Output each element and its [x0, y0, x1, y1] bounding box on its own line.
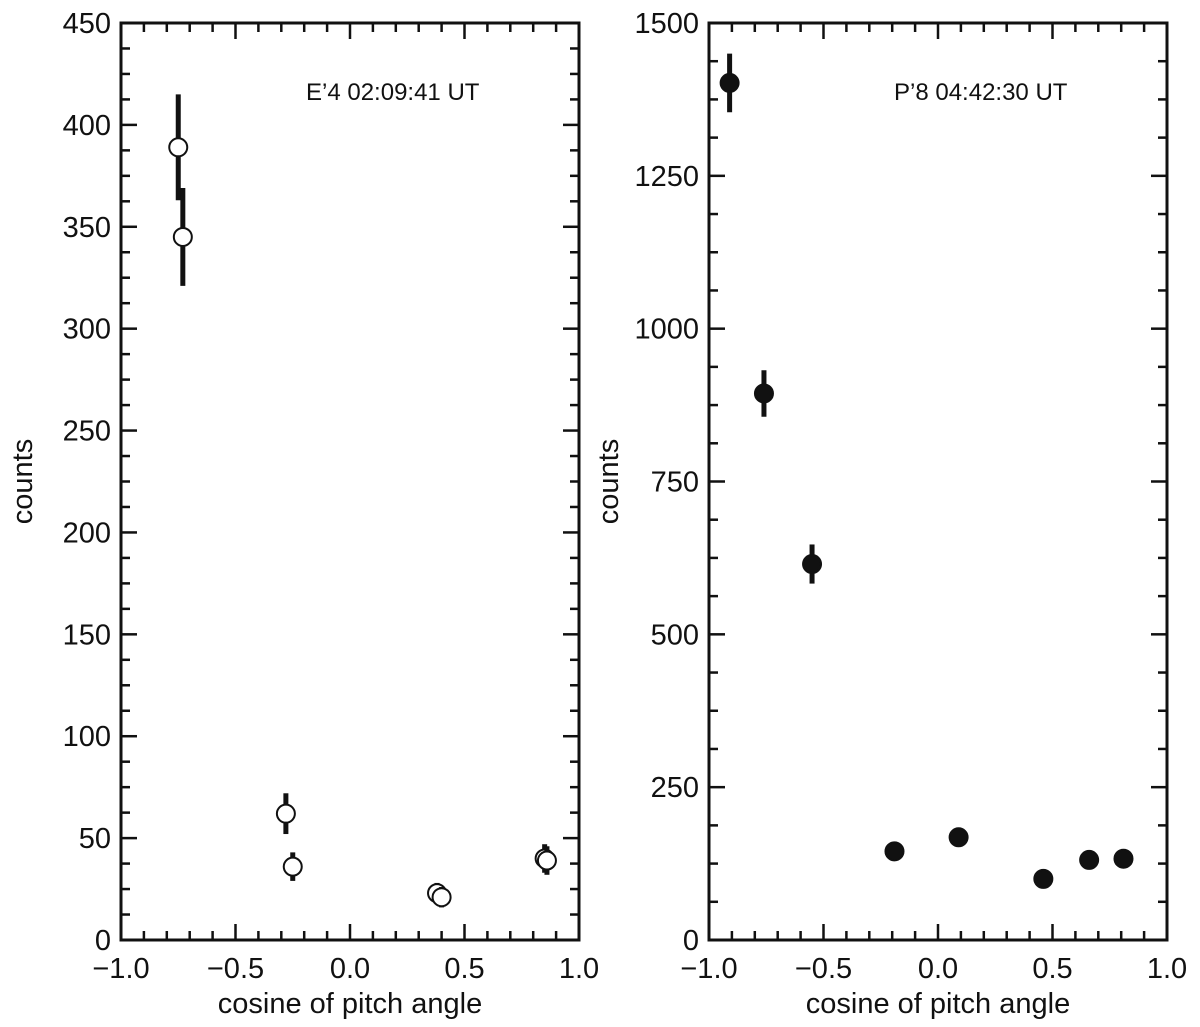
- data-point: [1079, 849, 1100, 870]
- x-tick-label: −1.0: [92, 953, 149, 985]
- y-tick-label: 150: [63, 619, 111, 651]
- data-point: [1113, 848, 1134, 869]
- y-tick-label: 1500: [634, 8, 699, 40]
- y-tick-label: 1000: [634, 314, 699, 346]
- data-point: [753, 383, 774, 404]
- y-tick-label: 1250: [634, 161, 699, 193]
- x-tick-label: 1.0: [559, 953, 599, 985]
- data-point: [1033, 868, 1054, 889]
- chart-panel-1: −1.0 −0.5 0.0 0.5 1.0 0 50 100 150 200 250 300 350 40…: [7, 8, 599, 1020]
- y-axis-title: counts: [7, 439, 39, 524]
- data-point: [948, 827, 969, 848]
- x-tick-label: 0.0: [330, 953, 370, 985]
- data-point: [884, 841, 905, 862]
- x-tick-label: 0.5: [444, 953, 484, 985]
- x-axis-title: cosine of pitch angle: [806, 988, 1070, 1020]
- y-tick-label: 450: [63, 8, 111, 40]
- chart-annotation: P’8 04:42:30 UT: [894, 79, 1068, 106]
- data-point: [719, 72, 740, 93]
- x-tick-label: −1.0: [680, 953, 737, 985]
- data-point: [172, 226, 193, 247]
- plot-frame: [707, 21, 1169, 942]
- x-tick-label: −0.5: [795, 953, 852, 985]
- y-tick-label: 350: [63, 212, 111, 244]
- data-point: [275, 803, 296, 824]
- chart-panel-2: −1.0 −0.5 0.0 0.5 1.0 0 250 500 750 1000 1250 1500 c…: [593, 8, 1187, 1020]
- data-point: [168, 137, 189, 158]
- data-point: [431, 887, 452, 908]
- y-tick-label: 250: [63, 416, 111, 448]
- data-point: [282, 856, 303, 877]
- y-tick-label: 0: [683, 925, 699, 957]
- x-axis-title: cosine of pitch angle: [218, 988, 482, 1020]
- y-tick-label: 500: [651, 619, 699, 651]
- y-tick-label: 0: [95, 925, 111, 957]
- plot-frame: [119, 21, 581, 942]
- x-tick-label: 1.0: [1147, 953, 1187, 985]
- x-tick-label: −0.5: [207, 953, 264, 985]
- y-tick-label: 400: [63, 110, 111, 142]
- y-tick-label: 200: [63, 517, 111, 549]
- x-tick-label: 0.5: [1032, 953, 1072, 985]
- chart-annotation: E’4 02:09:41 UT: [306, 79, 480, 106]
- y-tick-label: 100: [63, 721, 111, 753]
- y-tick-label: 250: [651, 772, 699, 804]
- data-point: [536, 850, 557, 871]
- y-tick-label: 750: [651, 467, 699, 499]
- y-tick-label: 50: [79, 823, 111, 855]
- x-tick-label: 0.0: [918, 953, 958, 985]
- y-tick-label: 300: [63, 314, 111, 346]
- y-axis-title: counts: [593, 439, 625, 524]
- data-point: [802, 554, 823, 575]
